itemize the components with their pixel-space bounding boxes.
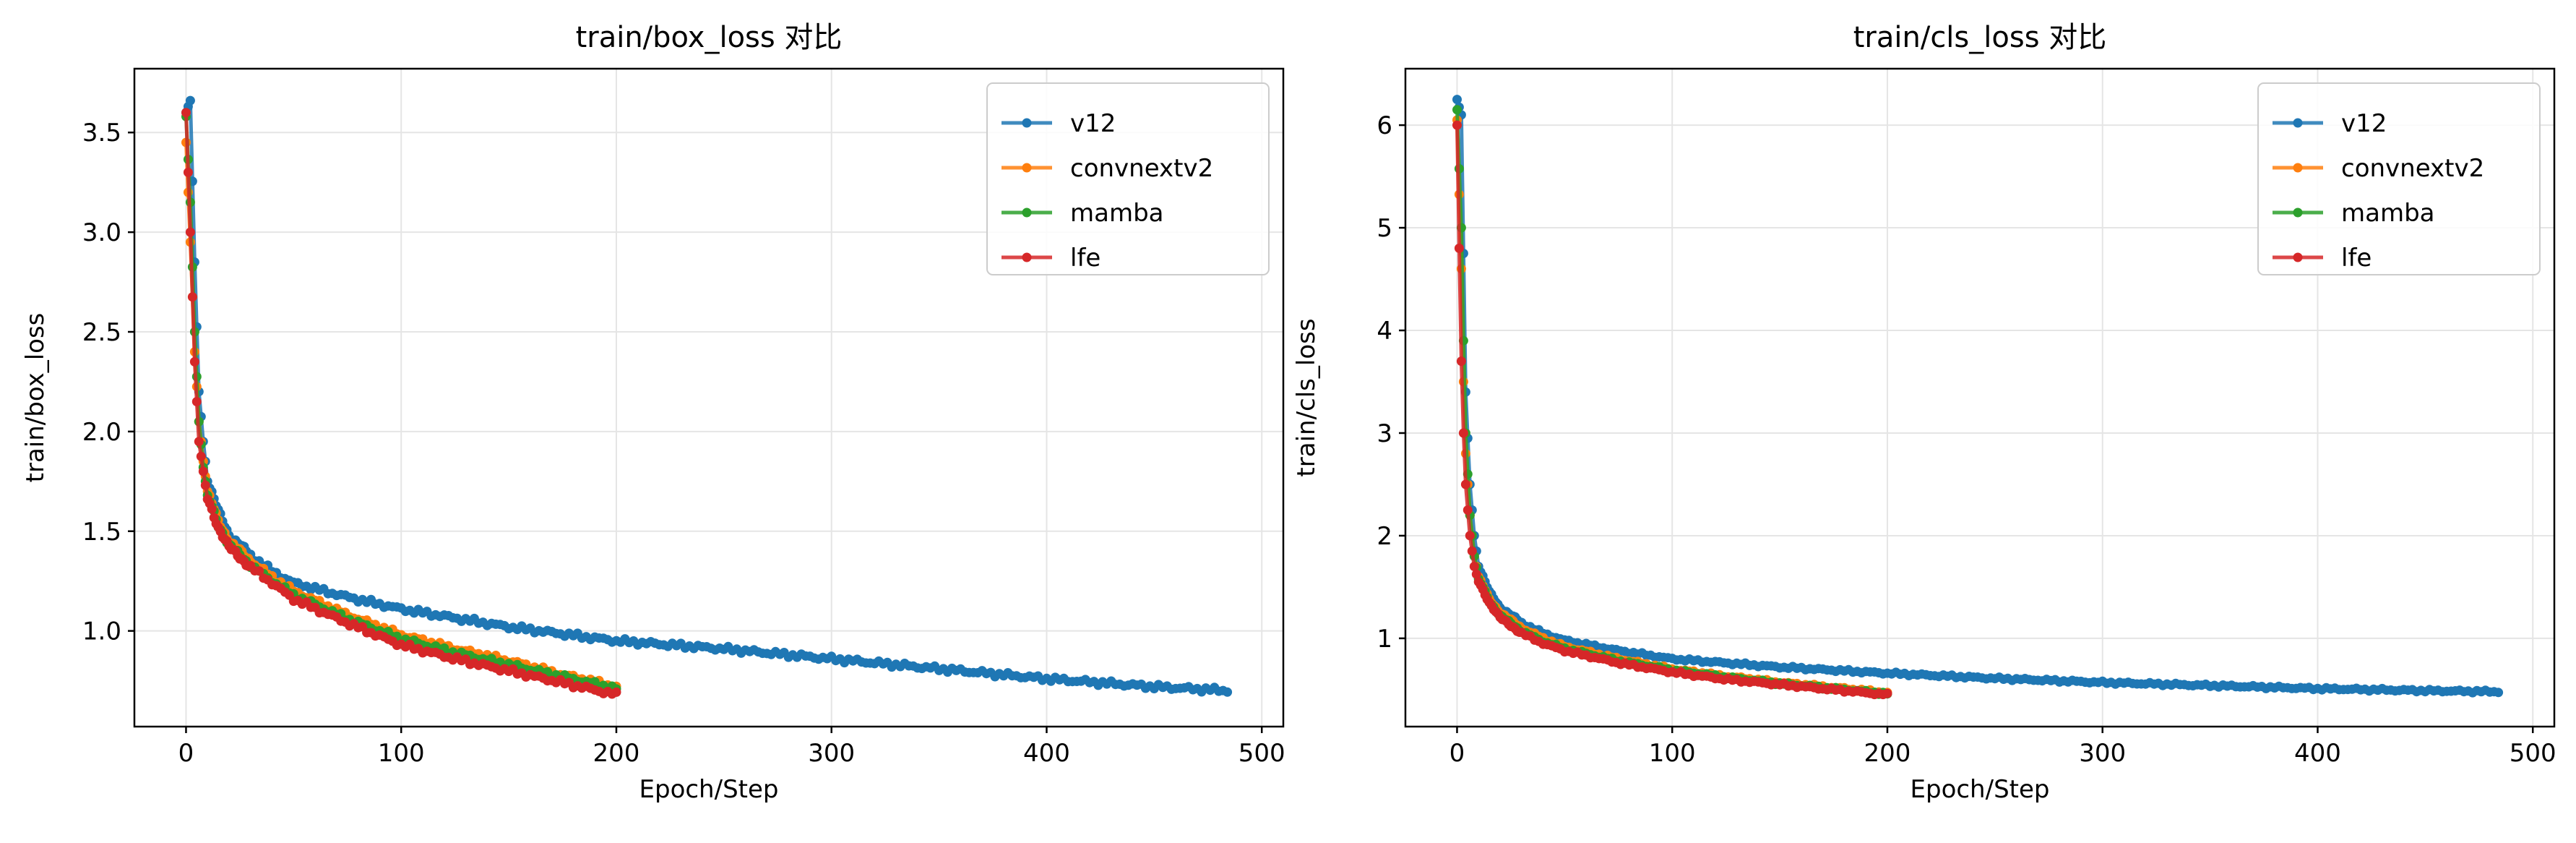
cls-point-lfe <box>1471 569 1481 579</box>
cls-legend-marker-mamba <box>2293 207 2303 218</box>
box-point-v12 <box>1223 687 1233 697</box>
cls-series-lfe <box>1452 120 1892 700</box>
box-legend-marker-convnextv2 <box>1022 163 1032 173</box>
cls-legend-marker-v12 <box>2293 118 2303 128</box>
box-legend-marker-mamba <box>1022 207 1032 218</box>
cls-ytick-label: 6 <box>1377 111 1392 140</box>
box-ytick-label: 2.0 <box>82 418 121 447</box>
cls-xtick-label: 300 <box>2079 739 2126 768</box>
cls-legend-box <box>2257 82 2541 275</box>
cls-chart-title: train/cls_loss 对比 <box>1853 21 2107 54</box>
box-legend-box <box>986 82 1270 275</box>
cls-xtick-label: 100 <box>1649 739 1696 768</box>
box-ytick-label: 2.5 <box>82 318 121 347</box>
box-legend-label-v12: v12 <box>1070 109 1116 138</box>
box-point-lfe <box>183 167 193 177</box>
cls-legend-label-convnextv2: convnextv2 <box>2341 154 2484 183</box>
box-xtick-label: 100 <box>378 739 425 768</box>
cls-point-mamba <box>1452 105 1462 115</box>
cls-x-axis-label: Epoch/Step <box>1911 775 2050 804</box>
cls-point-lfe <box>1454 243 1464 253</box>
box-series-v12 <box>181 95 1233 697</box>
box-legend-label-mamba: mamba <box>1070 199 1164 228</box>
box-legend: v12 convnextv2 mamba lfe <box>986 82 1270 275</box>
cls-xtick-label: 500 <box>2510 739 2556 768</box>
cls-legend-label-lfe: lfe <box>2341 244 2372 273</box>
cls-axes-frame <box>1404 67 2556 728</box>
box-point-lfe <box>196 451 206 461</box>
cls-ytick-label: 3 <box>1377 419 1392 448</box>
box-point-lfe <box>187 292 197 302</box>
cls-ytick-label: 4 <box>1377 317 1392 346</box>
cls-xtick-label: 200 <box>1864 739 1911 768</box>
box-point-lfe <box>207 504 217 514</box>
cls-legend-marker-convnextv2 <box>2293 163 2303 173</box>
box-loss-chart: 0 100 200 300 400 500 1.0 1.5 2.0 2.5 3.0 3.5 train/… <box>21 21 1285 804</box>
cls-ytick-label: 1 <box>1377 625 1392 654</box>
box-series-lfe <box>181 108 621 699</box>
cls-point-lfe <box>1469 562 1479 571</box>
cls-point-lfe <box>1882 688 1892 698</box>
cls-point-lfe <box>1458 428 1468 438</box>
cls-legend-label-mamba: mamba <box>2341 199 2435 228</box>
cls-legend-marker-lfe <box>2293 252 2303 262</box>
cls-point-lfe <box>1452 120 1462 130</box>
cls-loss-chart: 0 100 200 300 400 500 1 2 3 4 5 6 train/cls_loss 对比 E… <box>1292 21 2556 804</box>
cls-ytick-label: 2 <box>1377 522 1392 551</box>
box-point-lfe <box>198 466 208 476</box>
box-point-lfe <box>254 566 264 576</box>
box-xtick-label: 300 <box>808 739 855 768</box>
cls-point-lfe <box>1467 546 1477 556</box>
cls-point-lfe <box>1463 505 1473 515</box>
box-point-lfe <box>200 480 210 490</box>
box-point-lfe <box>185 227 195 237</box>
box-xtick-label: 200 <box>593 739 640 768</box>
box-legend-marker-v12 <box>1022 118 1032 128</box>
box-axes-frame <box>133 67 1285 728</box>
box-point-v12 <box>185 95 195 106</box>
box-ytick-label: 1.5 <box>82 518 121 547</box>
box-chart-title: train/box_loss 对比 <box>576 21 843 54</box>
box-legend-marker-lfe <box>1022 252 1032 262</box>
box-ytick-label: 3.0 <box>82 218 121 247</box>
box-point-lfe <box>194 437 204 447</box>
box-y-axis-label: train/box_loss <box>21 313 50 483</box>
cls-y-axis-label: train/cls_loss <box>1292 318 1321 476</box>
cls-legend: v12 convnextv2 mamba lfe <box>2257 82 2541 275</box>
box-x-axis-label: Epoch/Step <box>639 775 779 804</box>
cls-point-v12 <box>1452 95 1462 105</box>
box-legend-label-convnextv2: convnextv2 <box>1070 154 1213 183</box>
cls-xtick-label: 400 <box>2294 739 2341 768</box>
box-xtick-label: 400 <box>1023 739 1070 768</box>
box-xtick-label: 500 <box>1239 739 1285 768</box>
cls-legend-label-v12: v12 <box>2341 109 2387 138</box>
box-point-lfe <box>191 397 202 406</box>
cls-point-lfe <box>1460 479 1470 489</box>
cls-ytick-label: 5 <box>1377 214 1392 243</box>
cls-point-v12 <box>2494 688 2504 698</box>
box-ytick-label: 3.5 <box>82 119 121 147</box>
cls-point-lfe <box>1456 356 1466 367</box>
box-legend-label-lfe: lfe <box>1070 244 1100 273</box>
cls-series-v12 <box>1452 95 2504 698</box>
box-xtick-label: 0 <box>178 739 194 768</box>
box-point-lfe <box>189 356 199 367</box>
cls-xtick-label: 0 <box>1449 739 1465 768</box>
box-ytick-label: 1.0 <box>82 617 121 646</box>
cls-point-lfe <box>1465 531 1475 541</box>
box-point-lfe <box>181 108 191 118</box>
box-point-lfe <box>611 687 621 697</box>
